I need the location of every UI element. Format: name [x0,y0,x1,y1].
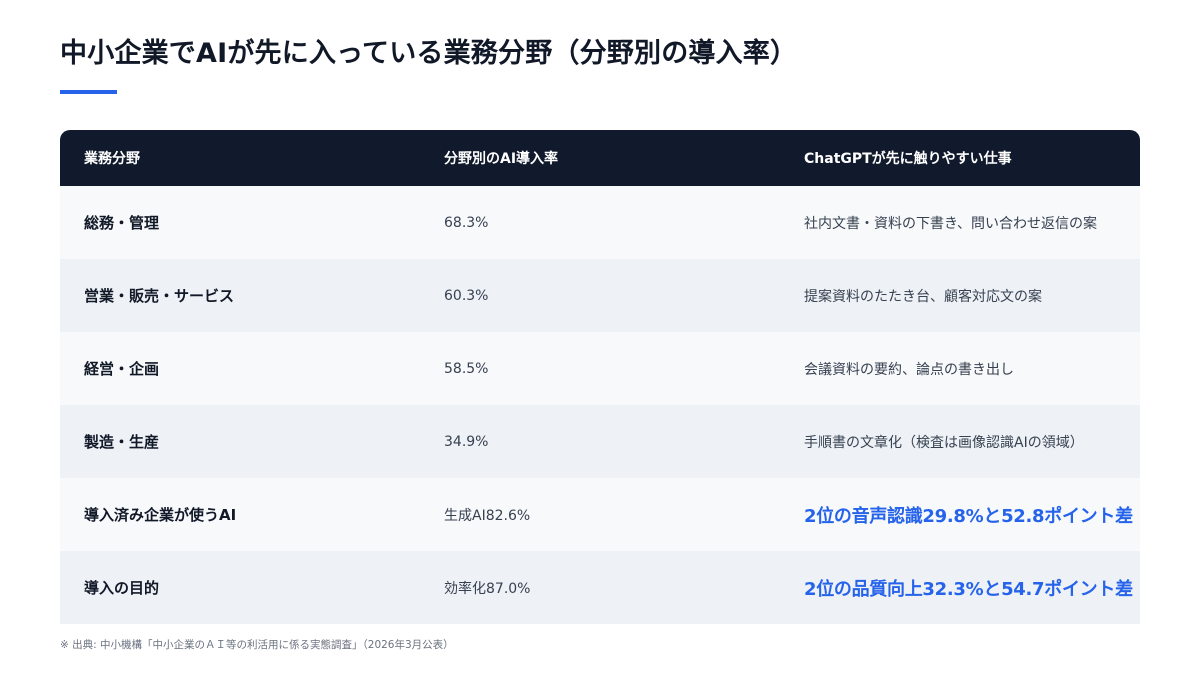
table-row: 導入の目的 効率化87.0% 2位の品質向上32.3%と54.7ポイント差 [60,551,1140,624]
row-rate: 68.3% [444,214,489,231]
title-accent-bar [60,90,117,94]
table-row: 営業・販売・サービス 60.3% 提案資料のたたき台、顧客対応文の案 [60,259,1140,332]
row-rate: 60.3% [444,287,489,304]
row-field: 製造・生産 [84,433,160,451]
row-field: 導入の目的 [84,579,160,597]
row-field: 営業・販売・サービス [84,287,235,305]
table-row: 製造・生産 34.9% 手順書の文章化（検査は画像認識AIの領域） [60,405,1140,478]
row-rate: 生成AI82.6% [444,507,531,524]
row-field: 総務・管理 [84,214,160,232]
row-field: 経営・企画 [84,360,160,378]
header-field: 業務分野 [84,151,140,167]
header-task: ChatGPTが先に触りやすい仕事 [804,151,1012,167]
table-row: 総務・管理 68.3% 社内文書・資料の下書き、問い合わせ返信の案 [60,186,1140,259]
table-header: 業務分野 分野別のAI導入率 ChatGPTが先に触りやすい仕事 [60,130,1140,186]
source-note: ※ 出典: 中小機構「中小企業のＡＩ等の利活用に係る実態調査」（2026年3月公… [60,639,454,651]
adoption-table: 業務分野 分野別のAI導入率 ChatGPTが先に触りやすい仕事 総務・管理 6… [60,130,1140,624]
row-task-highlight: 2位の品質向上32.3%と54.7ポイント差 [804,578,1133,600]
row-task-highlight: 2位の音声認識29.8%と52.8ポイント差 [804,505,1133,527]
row-task: 会議資料の要約、論点の書き出し [804,361,1014,378]
row-rate: 34.9% [444,433,489,450]
row-rate: 効率化87.0% [444,580,531,597]
row-task: 提案資料のたたき台、顧客対応文の案 [804,288,1042,305]
table-row: 経営・企画 58.5% 会議資料の要約、論点の書き出し [60,332,1140,405]
row-task: 社内文書・資料の下書き、問い合わせ返信の案 [804,215,1098,232]
page-title: 中小企業でAIが先に入っている業務分野（分野別の導入率） [60,38,798,69]
header-rate: 分野別のAI導入率 [444,151,559,167]
table-row: 導入済み企業が使うAI 生成AI82.6% 2位の音声認識29.8%と52.8ポ… [60,478,1140,551]
row-rate: 58.5% [444,360,489,377]
row-field: 導入済み企業が使うAI [84,506,237,524]
row-task: 手順書の文章化（検査は画像認識AIの領域） [804,434,1084,451]
